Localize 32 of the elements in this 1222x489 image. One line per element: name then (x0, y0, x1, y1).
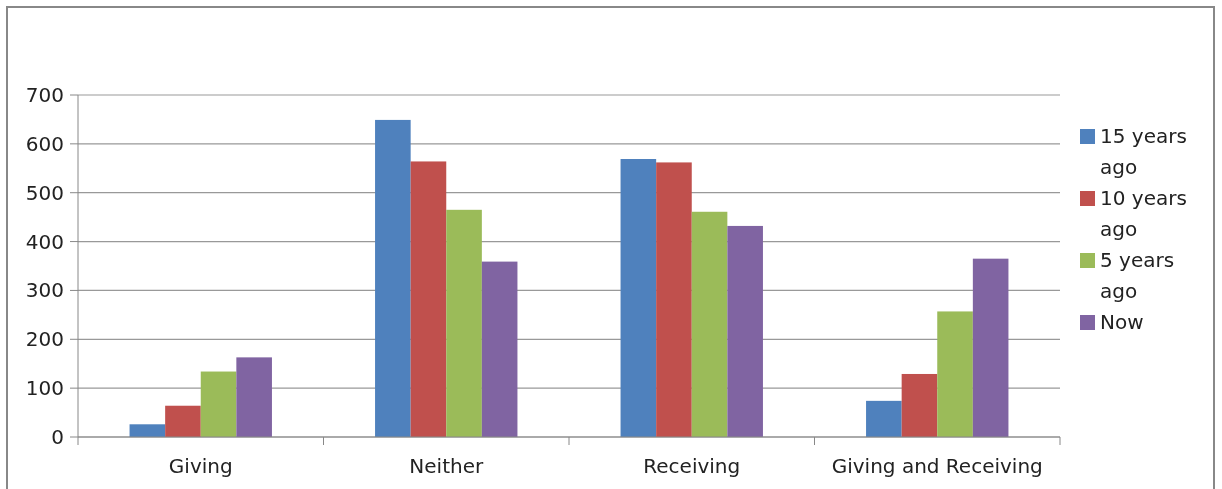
bar (375, 119, 411, 437)
bar (620, 159, 657, 437)
legend-label: Now (1100, 310, 1144, 334)
bar (691, 211, 728, 437)
x-tick-label: Neither (409, 454, 484, 478)
bar (410, 161, 447, 437)
legend-label: 5 years ago (1100, 248, 1175, 303)
bar (236, 357, 272, 437)
y-tick-label: 0 (51, 425, 64, 449)
y-tick-label: 400 (25, 229, 64, 254)
bar (901, 373, 938, 437)
bar (165, 405, 201, 437)
y-tick-label: 100 (25, 376, 64, 401)
bar (866, 400, 902, 437)
bar (481, 261, 518, 437)
y-tick-label: 500 (25, 180, 64, 205)
x-tick-label: Giving (168, 454, 233, 478)
bar (937, 311, 973, 437)
bar (129, 424, 166, 437)
bar (972, 258, 1009, 437)
y-tick-label: 200 (25, 327, 64, 352)
bar (727, 225, 763, 437)
x-tick-label: Giving and Receiving (831, 454, 1043, 478)
legend-label: 10 years ago (1100, 186, 1187, 241)
y-tick-label: 300 (25, 278, 64, 303)
bar (656, 162, 692, 437)
y-tick-label: 700 (25, 83, 64, 107)
bar (200, 371, 237, 437)
x-tick-label: Receiving (643, 454, 741, 478)
bar (446, 209, 482, 437)
legend-label: 15 years ago (1100, 124, 1187, 179)
y-tick-label: 600 (25, 131, 64, 156)
